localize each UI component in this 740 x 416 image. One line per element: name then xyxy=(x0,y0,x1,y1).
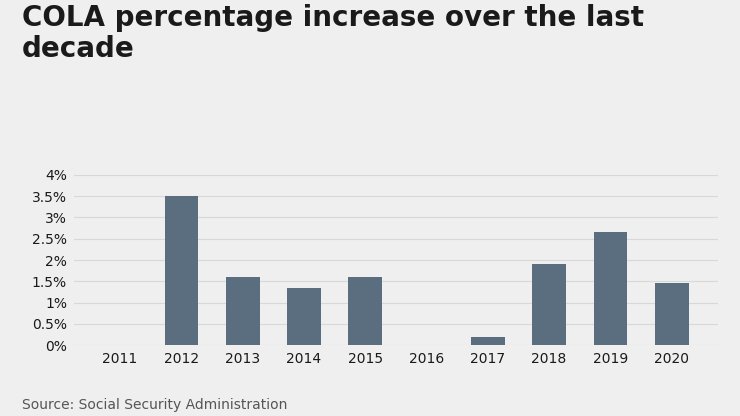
Bar xyxy=(287,288,321,345)
Bar xyxy=(532,264,566,345)
Bar xyxy=(471,337,505,345)
Bar xyxy=(593,232,628,345)
Bar xyxy=(164,196,198,345)
Bar xyxy=(349,277,382,345)
Bar xyxy=(226,277,260,345)
Text: COLA percentage increase over the last
decade: COLA percentage increase over the last d… xyxy=(22,4,645,64)
Bar xyxy=(655,283,688,345)
Text: Source: Social Security Administration: Source: Social Security Administration xyxy=(22,398,288,412)
